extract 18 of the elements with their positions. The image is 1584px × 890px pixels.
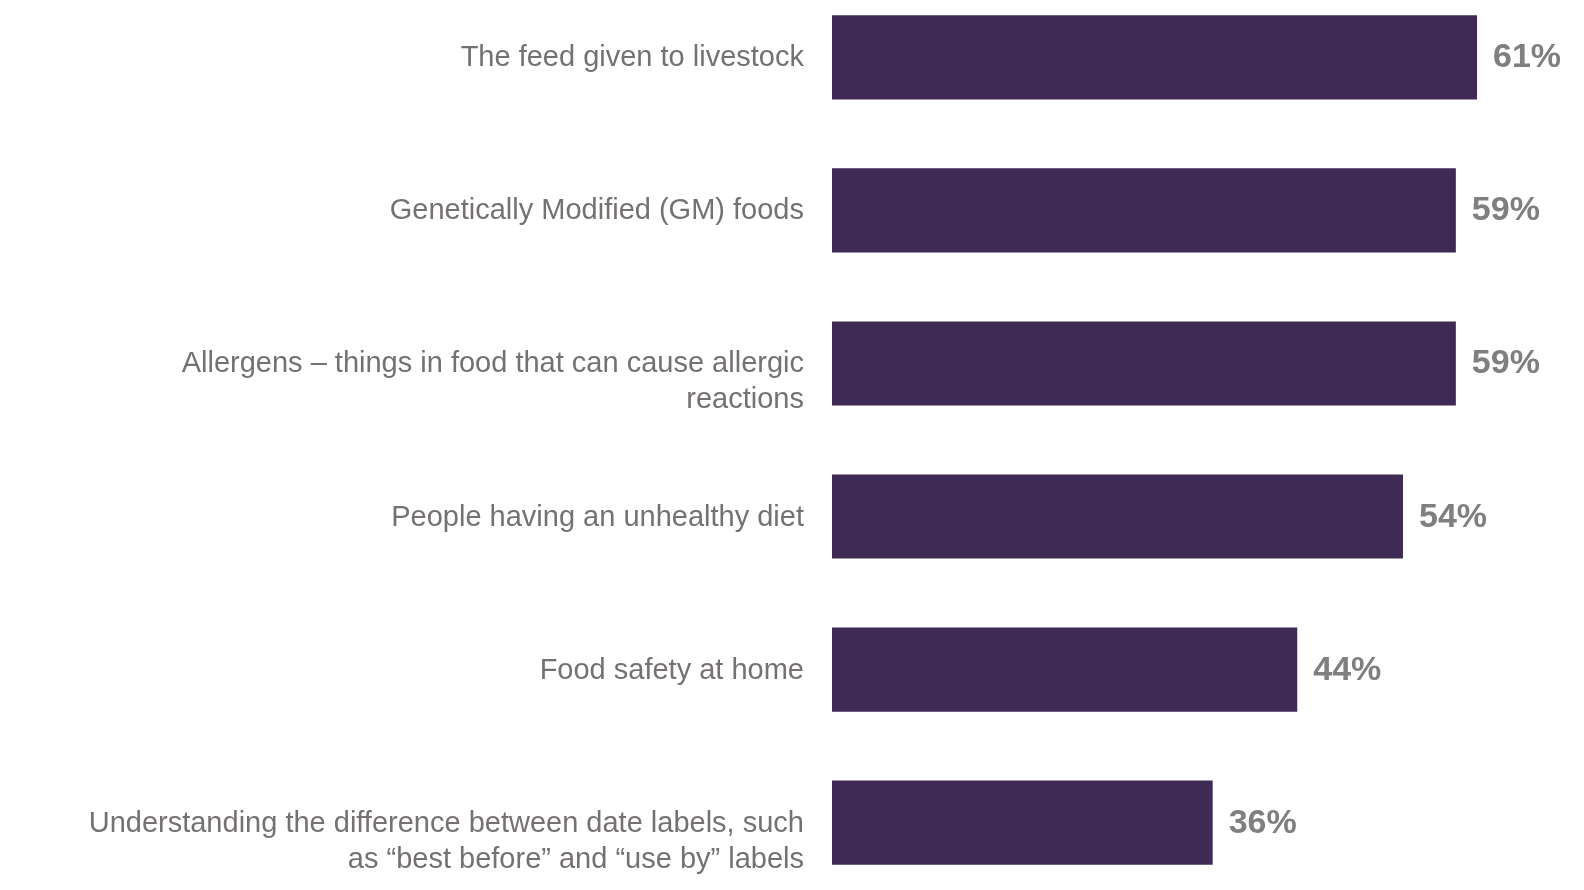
y-tick-label: The feed given to livestock (460, 40, 805, 73)
y-tick-label: Food safety at home (539, 652, 804, 685)
bar (832, 627, 1298, 712)
data-label: 61% (1493, 36, 1562, 75)
bar (832, 15, 1477, 100)
data-label: 36% (1228, 801, 1297, 840)
data-label: 44% (1313, 648, 1382, 687)
y-tick-label: Genetically Modified (GM) foods (389, 193, 804, 226)
y-tick-label: Allergens – things in food that can cause allergic reactions (181, 346, 804, 415)
bar (832, 321, 1456, 406)
data-label: 59% (1471, 189, 1540, 228)
data-label: 59% (1471, 342, 1540, 381)
y-tick-label: People having an unhealthy diet (391, 499, 804, 532)
bar (832, 474, 1403, 559)
bar (832, 168, 1456, 253)
data-label: 54% (1418, 495, 1488, 534)
y-tick-label: Understanding the difference between date labels, such as “best before” and “use by” labels (88, 805, 804, 874)
bar (832, 780, 1213, 865)
